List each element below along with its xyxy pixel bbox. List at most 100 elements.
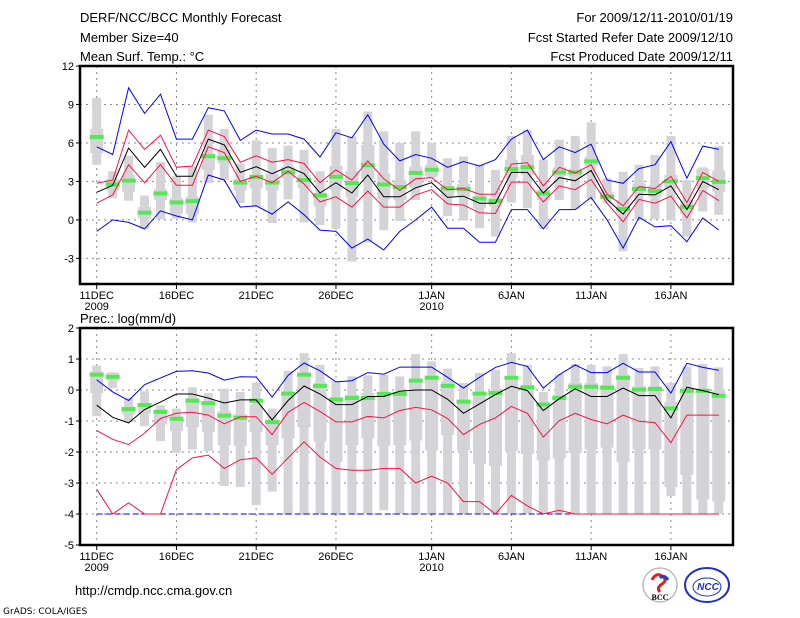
x-tick-label: 16DEC — [159, 551, 195, 563]
svg-text:BCC: BCC — [652, 593, 669, 602]
ensemble-box — [345, 394, 359, 446]
observed-mark — [472, 196, 487, 201]
series-min-line — [96, 174, 720, 251]
observed-mark — [440, 186, 455, 191]
observed-mark — [249, 398, 264, 403]
chart-title: DERF/NCC/BCC Monthly Forecast — [80, 10, 282, 25]
ensemble-box — [361, 144, 375, 179]
ensemble-box — [233, 414, 247, 447]
series-upper-line — [96, 129, 720, 207]
ensemble-box — [393, 394, 407, 446]
footer-url[interactable]: http://cmdp.ncc.cma.gov.cn — [75, 583, 232, 598]
y-tick-label: -3 — [64, 478, 74, 490]
ensemble-box — [696, 389, 710, 500]
x-tick-label: 11DEC — [79, 551, 114, 563]
observed-mark — [504, 375, 519, 380]
ensemble-box — [584, 382, 598, 450]
observed-mark — [440, 383, 455, 388]
observed-mark — [584, 159, 599, 164]
observed-mark — [616, 206, 631, 211]
ensemble-box — [680, 389, 694, 475]
ensemble-whisker — [443, 368, 453, 514]
ensemble-box — [169, 198, 183, 214]
ensemble-box — [568, 382, 582, 453]
ensemble-box — [217, 411, 231, 446]
observed-mark — [456, 399, 471, 404]
ensemble-whisker — [363, 375, 373, 514]
ensemble-whisker — [171, 176, 181, 219]
observed-mark — [89, 135, 104, 140]
observed-mark — [392, 185, 407, 190]
observed-mark — [137, 403, 152, 408]
observed-mark — [281, 391, 296, 396]
observed-mark — [360, 163, 375, 168]
observed-mark — [647, 386, 662, 391]
observed-mark — [488, 390, 503, 395]
ensemble-box — [441, 186, 455, 197]
observed-mark — [472, 391, 487, 396]
ensemble-box — [361, 393, 375, 439]
x-tick-label: 26DEC — [318, 551, 354, 563]
observed-mark — [616, 375, 631, 380]
observed-mark — [488, 199, 503, 204]
ensemble-box — [504, 376, 518, 452]
x-tick-label: 11DEC — [79, 290, 114, 302]
ensemble-box — [409, 381, 423, 441]
observed-mark — [169, 200, 184, 205]
y-tick-label: -4 — [64, 509, 74, 521]
observed-mark — [663, 179, 678, 184]
x-tick-label: 1JAN — [418, 551, 445, 563]
ensemble-box — [297, 372, 311, 428]
observed-mark — [424, 167, 439, 172]
ensemble-box — [201, 401, 215, 432]
ensemble-box — [712, 390, 726, 502]
series-lower-line — [96, 441, 719, 515]
ensemble-box — [457, 399, 471, 451]
observed-mark — [632, 186, 646, 191]
x-tick-label: 16JAN — [654, 551, 687, 563]
observed-mark — [663, 406, 678, 411]
x-tick-year: 2010 — [419, 562, 443, 574]
observed-mark — [169, 416, 184, 421]
ensemble-box — [265, 420, 279, 446]
observed-mark — [711, 393, 726, 398]
observed-mark — [408, 170, 423, 175]
series-mean-line — [96, 138, 720, 215]
observed-mark — [217, 156, 232, 161]
ensemble-box — [122, 175, 136, 192]
ensemble-box — [90, 371, 104, 394]
x-tick-label: 26DEC — [318, 290, 354, 302]
observed-mark — [233, 180, 248, 185]
ensemble-box — [664, 402, 678, 488]
y-tick-label: 12 — [62, 61, 74, 73]
observed-mark — [344, 395, 359, 400]
ensemble-box — [329, 399, 343, 462]
y-tick-label: -1 — [64, 416, 74, 428]
observed-mark — [344, 181, 359, 186]
ensemble-box — [441, 381, 455, 436]
observed-mark — [313, 383, 327, 388]
observed-mark — [695, 176, 710, 181]
observed-mark — [600, 385, 615, 390]
observed-mark — [328, 174, 343, 179]
observed-mark — [185, 398, 200, 403]
y-tick-label: 0 — [68, 385, 74, 397]
observed-mark — [536, 402, 551, 407]
x-tick-year: 2009 — [84, 562, 108, 574]
observed-mark — [89, 372, 104, 377]
prec-panel-title: Prec.: log(mm/d) — [80, 311, 176, 326]
x-tick-label: 11JAN — [575, 290, 607, 302]
ensemble-whisker — [187, 166, 197, 223]
ensemble-box — [520, 384, 534, 454]
observed-mark — [600, 194, 615, 199]
observed-mark — [568, 384, 583, 389]
ensemble-box — [377, 394, 391, 447]
ensemble-whisker — [283, 370, 293, 514]
ensemble-box — [138, 403, 152, 414]
observed-mark — [376, 391, 391, 396]
observed-mark — [360, 395, 375, 400]
ensemble-box — [488, 391, 502, 466]
